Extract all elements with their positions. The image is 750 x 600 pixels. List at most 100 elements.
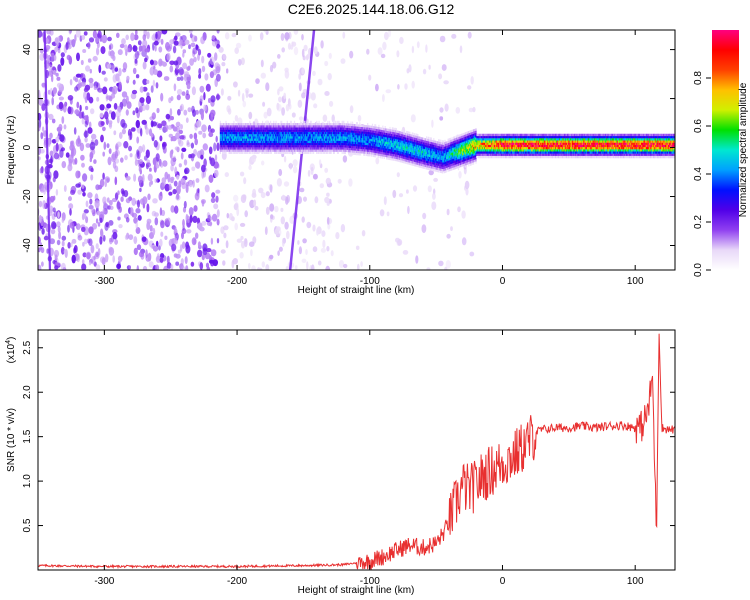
ridge-cell (264, 136, 266, 139)
ridge-cell (333, 131, 335, 135)
ridge-cell (305, 138, 307, 141)
ridge-cell (362, 124, 364, 128)
ridge-cell (286, 147, 288, 150)
noise-dot (55, 72, 59, 77)
ridge-cell (244, 129, 246, 132)
noise-dot (324, 60, 329, 67)
ridge-cell (228, 127, 230, 130)
ridge-cell (348, 147, 350, 151)
ridge-cell (317, 127, 319, 130)
noise-dot (47, 89, 51, 95)
ridge-cell (363, 142, 365, 145)
ridge-cell (312, 131, 314, 135)
ridge-cell (224, 142, 226, 146)
ridge-cell (246, 125, 249, 128)
ridge-cell (361, 135, 363, 138)
ridge-cell (301, 123, 303, 126)
ridge-cell (295, 123, 297, 126)
ridge-cell (334, 125, 336, 128)
noise-dot (146, 31, 150, 40)
ridge-cell (324, 151, 326, 154)
ridge-cell (361, 131, 363, 134)
ridge-cell (253, 129, 255, 132)
ridge-cell (239, 125, 241, 128)
ridge-cell (279, 123, 281, 126)
noise-dot (124, 234, 129, 240)
noise-dot (215, 189, 221, 194)
ridge-cell (346, 125, 348, 128)
ridge-cell (368, 143, 370, 146)
noise-dot (216, 238, 220, 244)
noise-dot (53, 54, 57, 61)
ridge-cell (348, 134, 350, 137)
ridge-cell (340, 125, 342, 128)
noise-dot (202, 248, 208, 256)
noise-dot (232, 258, 238, 265)
noise-dot (298, 116, 304, 121)
ridge-cell (364, 133, 366, 137)
ridge-cell (309, 127, 311, 130)
ridge-cell (329, 134, 331, 137)
ridge-cell (307, 138, 309, 141)
ridge-cell (294, 140, 296, 143)
ridge-cell (360, 144, 362, 147)
ridge-cell (330, 138, 332, 141)
ridge-cell (277, 151, 280, 154)
noise-dot (41, 261, 44, 267)
ridge-cell (301, 125, 303, 128)
noise-dot (248, 111, 253, 120)
ridge-cell (297, 125, 299, 128)
ridge-cell (332, 127, 334, 130)
ridge-cell (270, 129, 272, 132)
ridge-cell (344, 138, 346, 141)
ridge-cell (286, 142, 288, 146)
ridge-cell (289, 149, 291, 152)
ridge-cell (242, 140, 245, 143)
ridge-cell (274, 127, 276, 130)
ridge-cell (226, 131, 228, 135)
ridge-cell (222, 149, 224, 152)
noise-dot (116, 201, 121, 210)
ridge-cell (281, 129, 283, 132)
ridge-cell (220, 149, 222, 152)
ridge-cell (270, 123, 272, 126)
noise-dot (397, 84, 400, 90)
ridge-cell (328, 125, 330, 128)
ridge-cell (356, 126, 358, 129)
ridge-cell (247, 142, 249, 146)
ridge-cell (345, 132, 347, 135)
ridge-cell (318, 134, 320, 137)
noise-dot (107, 36, 112, 42)
ridge-cell (250, 131, 252, 135)
noise-dot (61, 116, 65, 124)
noise-dot (317, 78, 323, 86)
ridge-cell (356, 148, 358, 151)
ridge-cell (363, 151, 366, 154)
noise-dot (316, 228, 319, 236)
ridge-cell (324, 134, 326, 137)
noise-dot (185, 184, 189, 194)
ridge-cell (317, 134, 319, 137)
noise-dot (39, 48, 44, 54)
ridge-cell (234, 147, 237, 150)
ridge-cell (290, 138, 292, 141)
ridge-cell (352, 128, 354, 131)
ridge-cell (373, 139, 375, 142)
ridge-cell (307, 145, 309, 148)
ridge-cell (285, 134, 288, 137)
ridge-cell (305, 131, 307, 135)
ridge-cell (323, 136, 325, 139)
noise-dot (293, 46, 299, 56)
ridge-cell (284, 151, 286, 154)
noise-dot (438, 73, 443, 80)
noise-dot (439, 107, 444, 113)
ridge-cell (313, 147, 315, 150)
noise-dot (175, 194, 181, 201)
ridge-cell (297, 129, 299, 132)
ridge-cell (371, 150, 373, 153)
ridge-cell (317, 140, 319, 143)
noise-dot (298, 82, 302, 92)
ridge-cell (344, 151, 346, 155)
ridge-cell (297, 123, 299, 126)
ridge-cell (309, 129, 311, 132)
